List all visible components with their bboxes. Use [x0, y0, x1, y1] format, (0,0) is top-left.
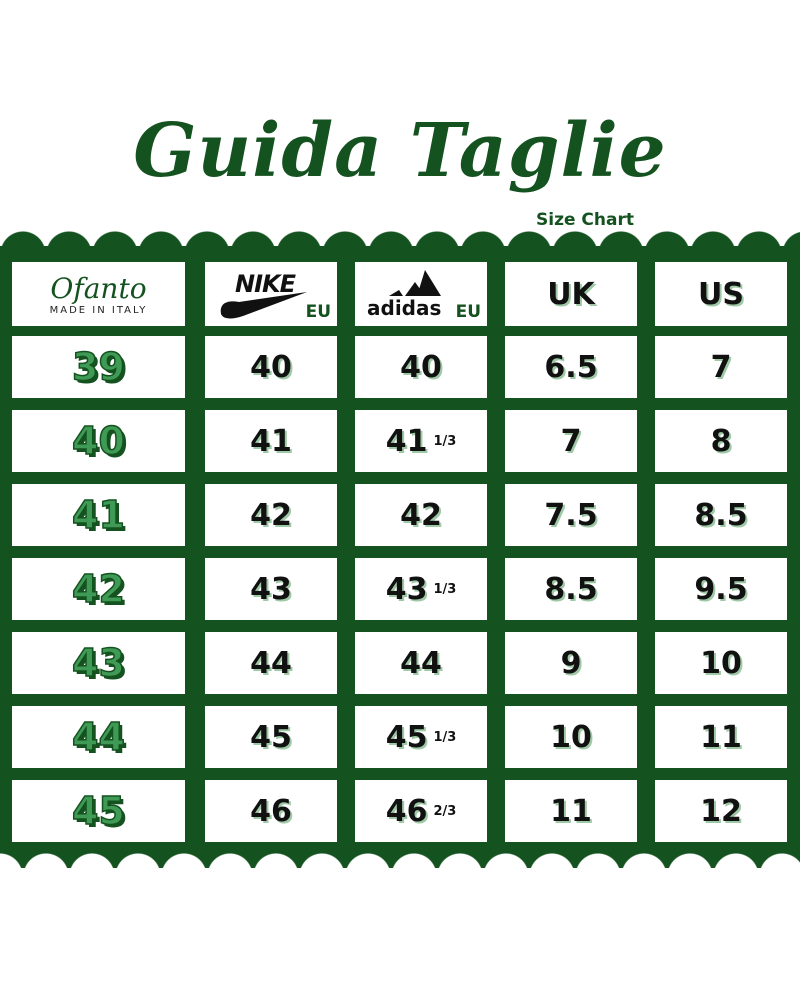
nike-swoosh-icon: [220, 292, 307, 319]
cell-value: 41: [385, 423, 428, 459]
adidas-unit: EU: [455, 302, 481, 322]
cell-value: 40: [71, 418, 125, 464]
table-cell-uk: 6.5: [505, 336, 637, 398]
header-us: US: [655, 262, 787, 326]
cell-fraction: 1/3: [433, 581, 457, 597]
cell-fraction: 1/3: [433, 729, 457, 745]
table-cell-adidas: 44: [355, 632, 487, 694]
cell-value: 8.5: [544, 571, 598, 607]
cell-value: 45: [250, 719, 292, 755]
cell-value: 44: [400, 645, 442, 681]
table-cell-uk: 10: [505, 706, 637, 768]
table-cell-uk: 7.5: [505, 484, 637, 546]
table-cell-nike: 42: [205, 484, 337, 546]
table-cell-uk: 11: [505, 780, 637, 842]
cell-value: 43: [385, 571, 428, 607]
table-cell-adidas: 43 1/3: [355, 558, 487, 620]
table-cell-us: 8: [655, 410, 787, 472]
table-cell-ofanto: 44: [12, 706, 185, 768]
cell-value: 40: [400, 349, 442, 385]
nike-unit: EU: [305, 302, 331, 322]
table-cell-adidas: 42: [355, 484, 487, 546]
ofanto-tagline: MADE IN ITALY: [49, 305, 148, 316]
cell-value: 12: [700, 793, 742, 829]
nike-logo: NIKE: [235, 270, 296, 298]
table-cell-uk: 7: [505, 410, 637, 472]
cell-value: 41: [250, 423, 292, 459]
table-cell-adidas: 45 1/3: [355, 706, 487, 768]
cell-fraction: 1/3: [433, 433, 457, 449]
cell-value: 11: [700, 719, 742, 755]
table-cell-us: 12: [655, 780, 787, 842]
subtitle: Size Chart: [536, 210, 634, 230]
table-cell-us: 8.5: [655, 484, 787, 546]
cell-value: 45: [71, 788, 125, 834]
table-cell-nike: 44: [205, 632, 337, 694]
adidas-logo: adidas: [367, 296, 442, 320]
table-cell-nike: 40: [205, 336, 337, 398]
table-cell-adidas: 46 2/3: [355, 780, 487, 842]
table-cell-nike: 45: [205, 706, 337, 768]
cell-value: 41: [71, 492, 125, 538]
table-cell-nike: 41: [205, 410, 337, 472]
cell-value: 10: [550, 719, 592, 755]
table-cell-adidas: 40: [355, 336, 487, 398]
header-adidas: adidas EU: [355, 262, 487, 326]
header-nike: NIKE EU: [205, 262, 337, 326]
page-title: Guida Taglie: [133, 108, 667, 194]
table-cell-nike: 46: [205, 780, 337, 842]
table-cell-adidas: 41 1/3: [355, 410, 487, 472]
table-cell-uk: 8.5: [505, 558, 637, 620]
cell-value: 42: [400, 497, 442, 533]
cell-value: 7.5: [544, 497, 598, 533]
cell-value: 11: [550, 793, 592, 829]
cell-value: 46: [385, 793, 428, 829]
cell-value: 7: [560, 423, 582, 459]
table-cell-ofanto: 43: [12, 632, 185, 694]
cell-value: 44: [71, 714, 125, 760]
cell-value: 8.5: [694, 497, 748, 533]
cell-value: 43: [71, 640, 125, 686]
cell-value: 42: [250, 497, 292, 533]
cell-value: 10: [700, 645, 742, 681]
header-ofanto: Ofanto MADE IN ITALY: [12, 262, 185, 326]
table-cell-us: 7: [655, 336, 787, 398]
cell-value: 9.5: [694, 571, 748, 607]
cell-fraction: 2/3: [433, 803, 457, 819]
table-cell-us: 10: [655, 632, 787, 694]
cell-value: 46: [250, 793, 292, 829]
cell-value: 39: [71, 344, 125, 390]
adidas-stripes-icon: [389, 270, 441, 296]
cell-value: 9: [560, 645, 582, 681]
table-cell-ofanto: 40: [12, 410, 185, 472]
scallop-top-border: [0, 228, 800, 248]
cell-value: 40: [250, 349, 292, 385]
table-cell-uk: 9: [505, 632, 637, 694]
cell-value: 42: [71, 566, 125, 612]
cell-value: 44: [250, 645, 292, 681]
cell-value: 7: [710, 349, 732, 385]
ofanto-logo: Ofanto: [50, 272, 147, 305]
table-cell-ofanto: 45: [12, 780, 185, 842]
cell-value: 43: [250, 571, 292, 607]
cell-value: 8: [710, 423, 732, 459]
cell-value: 45: [385, 719, 428, 755]
table-cell-ofanto: 42: [12, 558, 185, 620]
table-cell-ofanto: 41: [12, 484, 185, 546]
table-cell-us: 11: [655, 706, 787, 768]
table-cell-ofanto: 39: [12, 336, 185, 398]
header-uk: UK: [505, 262, 637, 326]
table-cell-us: 9.5: [655, 558, 787, 620]
table-cell-nike: 43: [205, 558, 337, 620]
cell-value: 6.5: [544, 349, 598, 385]
scallop-bottom-border: [0, 846, 800, 868]
